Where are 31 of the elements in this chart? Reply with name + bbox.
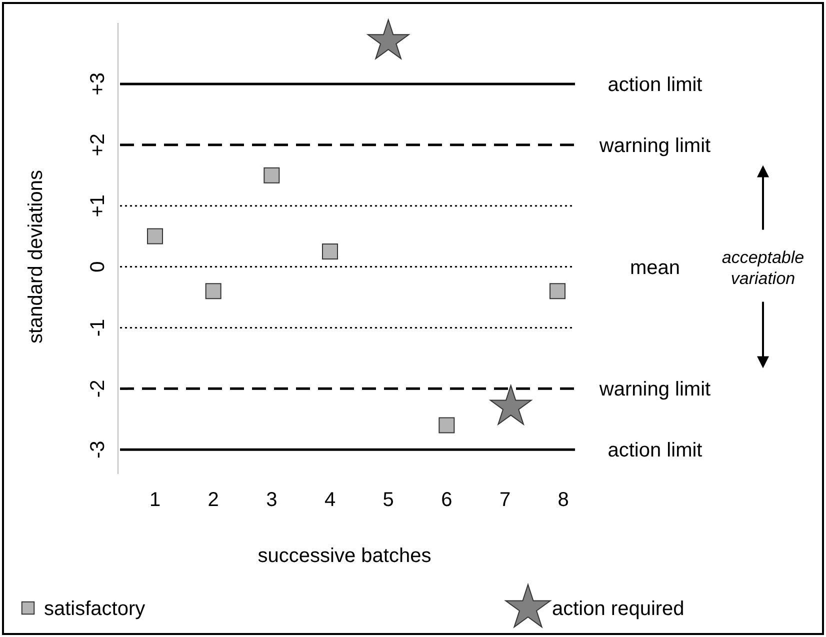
y-tick-label: -2: [87, 380, 109, 398]
x-tick-label: 6: [441, 489, 452, 511]
point: [550, 283, 566, 300]
x-tick-label: 3: [266, 489, 278, 511]
x-tick-label: 7: [499, 489, 511, 511]
point: [438, 417, 455, 434]
x-tick-label: 2: [208, 489, 219, 511]
ref-line-label: action limit: [608, 440, 703, 462]
y-tick-label: +1: [87, 194, 109, 218]
x-tick-label: 1: [149, 489, 161, 511]
ref-line-label: mean: [630, 256, 680, 279]
y-tick-label: -1: [87, 318, 109, 337]
text: acceptable variation: [722, 248, 804, 288]
ref-line-label: warning limit: [598, 378, 712, 401]
y-axis-title: standard deviations: [25, 170, 47, 344]
point: [147, 228, 163, 244]
y-tick-label: +2: [87, 133, 109, 156]
x-axis-title: successive batches: [258, 545, 432, 567]
y-tick-label: -3: [87, 440, 109, 459]
ref-line-label: warning limit: [598, 134, 712, 157]
x-tick-label: 4: [324, 489, 336, 511]
y-tick-label: 0: [87, 261, 109, 272]
point: [205, 283, 222, 300]
legend-label: action required: [552, 598, 684, 620]
point: [264, 167, 280, 184]
ref-line-label: action limit: [608, 74, 703, 96]
point: [322, 244, 338, 260]
x-tick-label: 8: [558, 489, 569, 511]
legend-label: satisfactory: [44, 598, 146, 620]
x-tick-label: 5: [382, 489, 394, 511]
y-tick-label: +3: [87, 72, 109, 96]
